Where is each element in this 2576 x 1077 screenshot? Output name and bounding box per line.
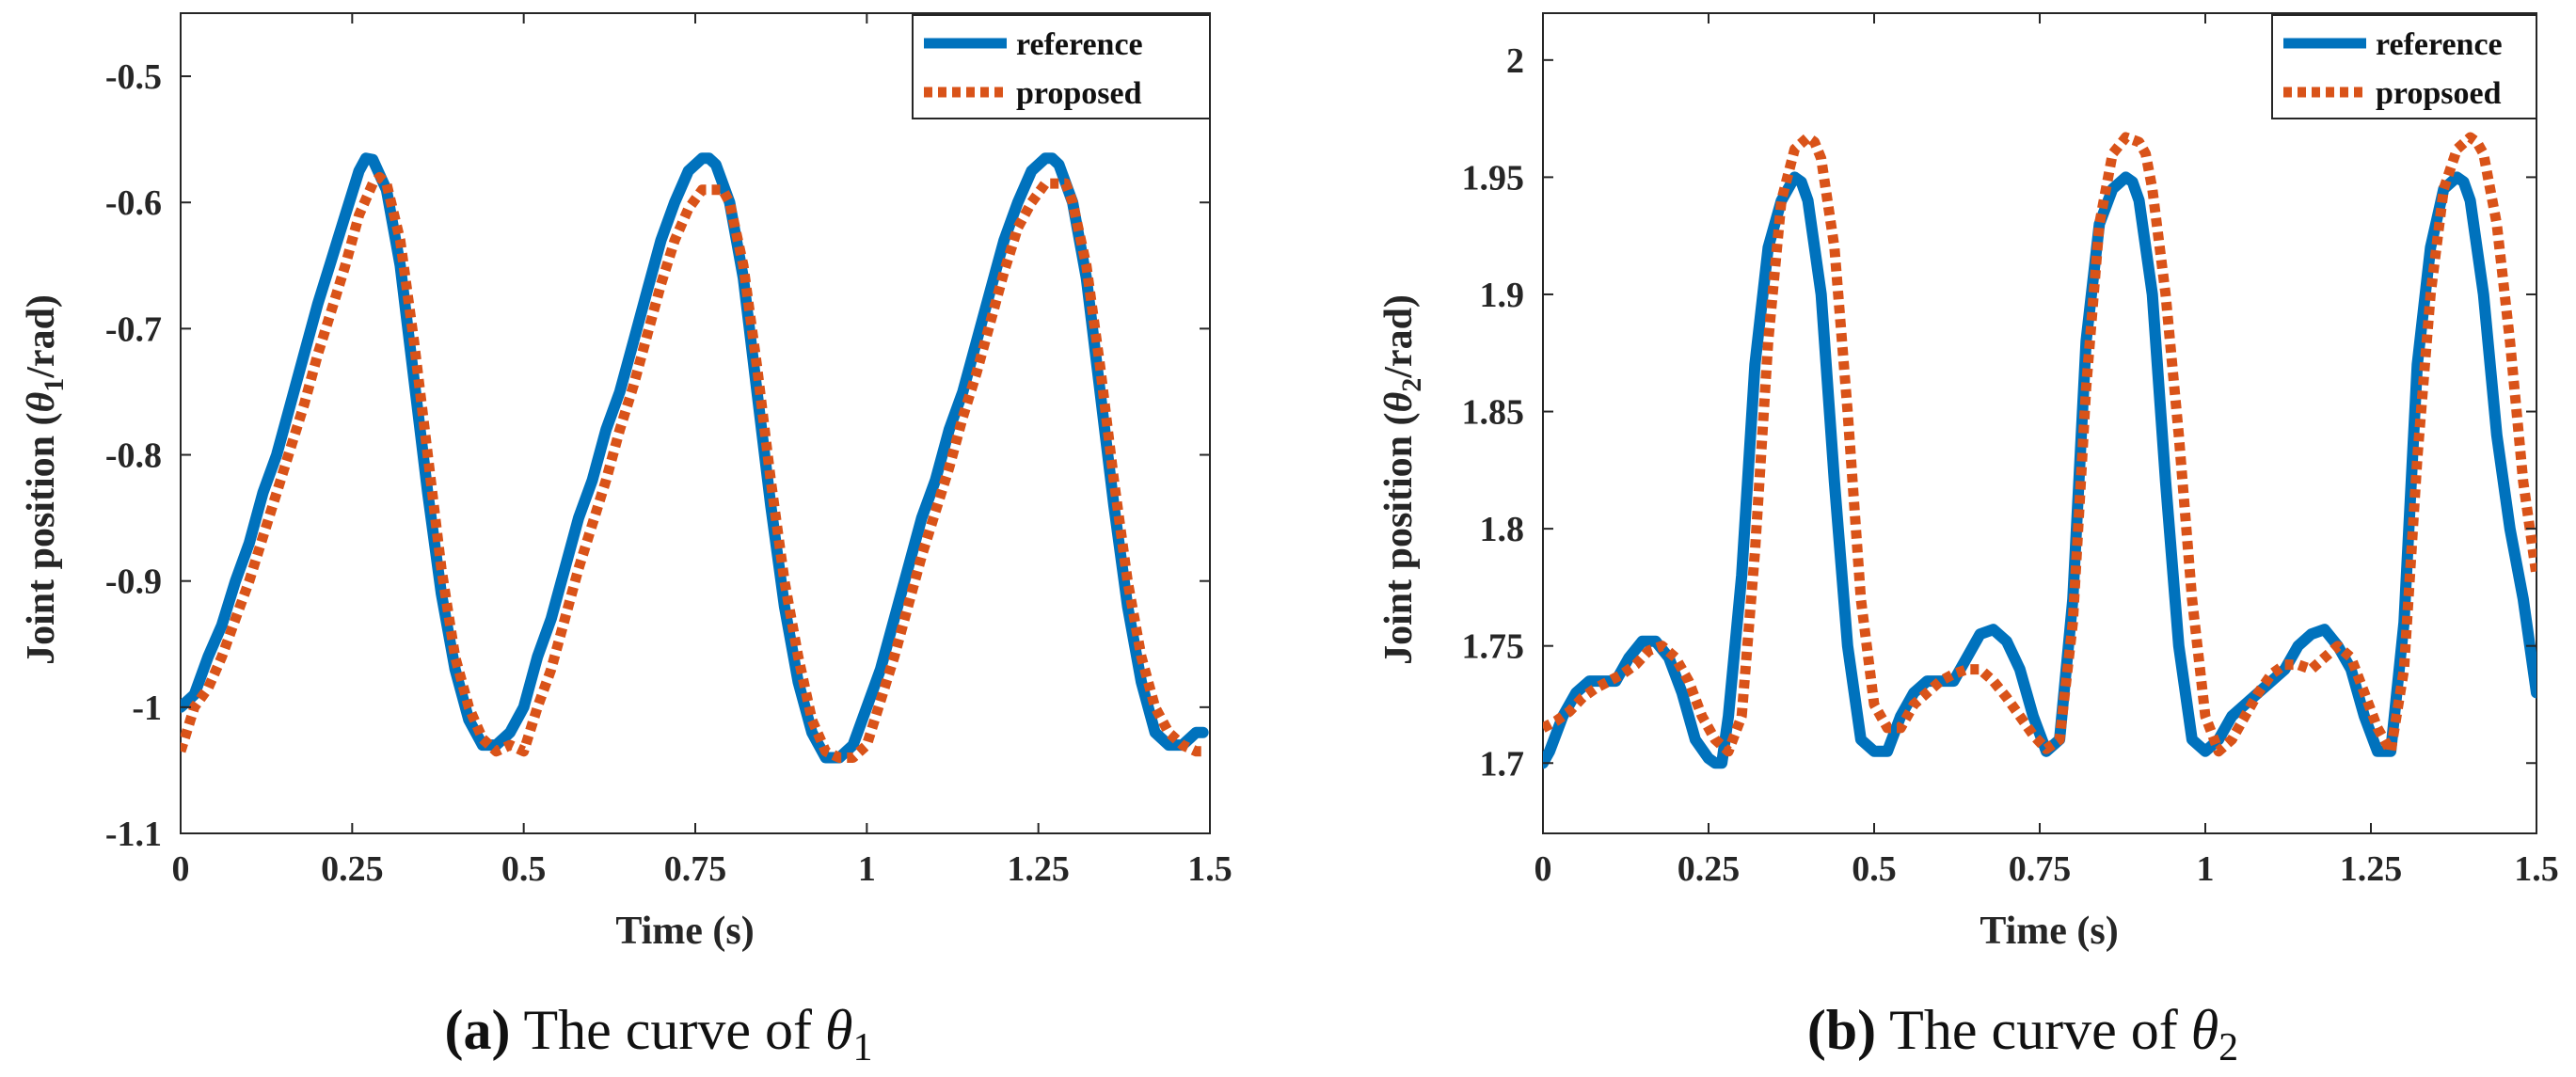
panel-a-caption-subscript: 1 (852, 1026, 872, 1069)
panel-a-caption-text: The curve of (523, 999, 812, 1061)
panel-a-y-label-subscript: 1 (39, 378, 70, 392)
panel-b-series-propsoed (1543, 132, 2536, 757)
panel-b-x-tick-label: 0.25 (1678, 849, 1741, 889)
panel-a-y-tick-label: -0.9 (105, 562, 162, 602)
panel-b-legend: reference propsoed (2271, 14, 2537, 119)
panel-b-series-reference (1543, 171, 2536, 769)
panel-a-x-tick-label: 1.25 (1007, 849, 1070, 889)
panel-a-legend-label-proposed: proposed (1016, 76, 1142, 111)
panel-b-y-label-prefix: Joint position ( (1377, 413, 1421, 665)
panel-b-y-tick-label: 1.85 (1462, 393, 1525, 433)
panel-a-x-axis-label: Time (s) (615, 910, 754, 953)
panel-b-ticks: 0 0.25 0.5 0.75 1 1.25 1.5 1.7 1.75 1.8 1.85 1.9 1.9… (1462, 13, 2559, 889)
panel-b-y-tick-label: 1.95 (1462, 158, 1525, 198)
panel-b-y-tick-label: 1.9 (1480, 276, 1525, 315)
panel-a-x-tick-label: 0 (172, 849, 190, 889)
panel-b-x-tick-label: 0.75 (2009, 849, 2072, 889)
panel-a-chart: 0 0.25 0.5 0.75 1 1.25 1.5 -1.1 -1 -0.9 -0.8 -0.7 -0… (20, 12, 1232, 1069)
panel-b-x-tick-label: 1.5 (2514, 849, 2559, 889)
panel-a-y-axis-label: Joint position (θ1/rad) (20, 294, 70, 665)
panel-a-label: (a) (445, 999, 511, 1061)
panel-a-ticks: 0 0.25 0.5 0.75 1 1.25 1.5 -1.1 -1 -0.9 -0.8 -0.7 -0… (105, 13, 1232, 889)
panel-b-y-tick-label: 1.75 (1462, 627, 1525, 667)
panel-b-label: (b) (1807, 999, 1876, 1061)
panel-b-chart: 0 0.25 0.5 0.75 1 1.25 1.5 1.7 1.75 1.8 1.85 1.9 1.9… (1377, 12, 2559, 1069)
panel-b-legend-box (2271, 14, 2537, 119)
panel-a-y-tick-label: -0.8 (105, 436, 162, 476)
panel-b-plot-area (1542, 12, 2537, 834)
panel-b-caption-text: The curve of (1889, 999, 2178, 1061)
panel-a-legend-box (912, 14, 1211, 119)
panel-b-caption-subscript: 2 (2218, 1026, 2238, 1069)
panel-b-legend-label-propsoed: propsoed (2376, 76, 2502, 111)
panel-a-x-tick-label: 1 (858, 849, 876, 889)
panel-a-y-label-prefix: Joint position ( (20, 413, 63, 665)
panel-b-legend-label-reference: reference (2376, 27, 2503, 62)
panel-b-y-label-suffix: /rad) (1377, 294, 1421, 379)
panel-a-y-tick-label: -0.5 (105, 57, 162, 97)
panel-a-legend-label-reference: reference (1016, 27, 1143, 62)
panel-a-x-tick-label: 0.25 (321, 849, 384, 889)
panel-b-y-tick-label: 2 (1506, 41, 1524, 81)
panel-a-y-tick-label: -0.6 (105, 183, 162, 223)
panel-b-y-label-theta: θ (1377, 392, 1421, 413)
panel-a-legend: reference proposed (912, 14, 1211, 119)
panel-a-y-label-theta: θ (20, 392, 63, 413)
panel-a-x-tick-label: 0.5 (501, 849, 547, 889)
panel-b-axes-frame (1542, 12, 2537, 834)
panel-a-y-tick-label: -0.7 (105, 309, 162, 349)
panel-a-x-tick-label: 0.75 (664, 849, 727, 889)
panel-b-y-tick-label: 1.8 (1480, 510, 1525, 549)
panel-b-x-tick-label: 0.5 (1852, 849, 1897, 889)
panel-a-axes-frame (180, 12, 1211, 834)
panel-a-x-tick-label: 1.5 (1187, 849, 1232, 889)
panel-b-caption-theta: θ (2191, 999, 2218, 1061)
panel-b-x-tick-label: 1 (2197, 849, 2215, 889)
panel-b-x-axis-label: Time (s) (1980, 910, 2118, 953)
panel-a-series-proposed (181, 171, 1203, 763)
panel-a-y-tick-label: -1 (132, 689, 162, 728)
panel-b-x-tick-label: 0 (1534, 849, 1552, 889)
panel-a-series-reference (181, 152, 1209, 764)
panel-a-caption-theta: θ (825, 999, 852, 1061)
panel-a-y-label-suffix: /rad) (20, 294, 63, 379)
panel-a-plot-area (180, 12, 1211, 834)
panel-b-y-label-subscript: 2 (1396, 378, 1427, 392)
panel-a-caption: (a) The curve of θ1 (445, 999, 873, 1069)
panel-b-y-axis-label: Joint position (θ2/rad) (1377, 294, 1427, 665)
panel-b-y-tick-label: 1.7 (1480, 744, 1525, 784)
panel-a-y-tick-label: -1.1 (105, 815, 162, 854)
panel-b-x-tick-label: 1.25 (2340, 849, 2403, 889)
panel-b-caption: (b) The curve of θ2 (1807, 999, 2238, 1069)
